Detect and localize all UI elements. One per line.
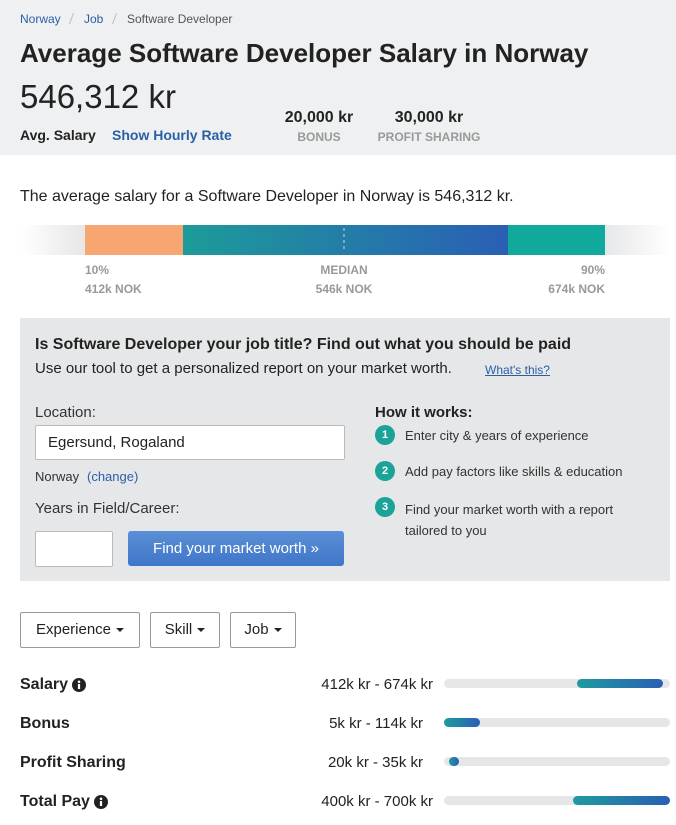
step-number: 2	[375, 461, 395, 481]
breadcrumb-link[interactable]: Norway	[20, 12, 61, 26]
high-segment	[508, 225, 605, 255]
location-input[interactable]: Egersund, Rogaland	[35, 425, 345, 460]
range-track	[444, 796, 670, 805]
submit-button[interactable]: Find your market worth »	[128, 531, 344, 566]
whats-this-link[interactable]: What's this?	[485, 363, 550, 377]
bonus-label: BONUS	[297, 130, 341, 144]
info-icon[interactable]	[94, 795, 108, 809]
pay-range: 5k kr - 114k kr	[329, 715, 423, 732]
step-text: Find your market worth with a report tai…	[405, 502, 614, 538]
bonus-value: 20,000 kr	[284, 109, 354, 126]
how-title: How it works:	[375, 404, 473, 421]
title: Average Software Developer Salary in Nor…	[20, 38, 589, 68]
p90-label: 90%	[580, 263, 605, 277]
step-number: 1	[375, 425, 395, 445]
low-segment	[85, 225, 183, 255]
years-label: Years in Field/Career:	[35, 500, 180, 517]
caret	[273, 628, 282, 633]
profit-label: PROFIT SHARING	[377, 130, 481, 144]
median-value: 546k NOK	[315, 282, 373, 296]
tool-heading: Is Software Developer your job title? Fi…	[35, 336, 572, 353]
filter-label: Job	[244, 621, 269, 638]
tool-subheading: Use our tool to get a personalized repor…	[35, 360, 452, 377]
pay-label: Salary	[20, 676, 69, 693]
header	[0, 0, 676, 155]
range-track	[444, 757, 670, 766]
pay-range: 412k kr - 674k kr	[321, 676, 433, 693]
country: Norway	[35, 469, 80, 484]
pay-range: 400k kr - 700k kr	[321, 793, 433, 810]
salary-label: Avg. Salary	[20, 127, 96, 143]
breadcrumb-link[interactable]: Job	[84, 12, 104, 26]
caret	[197, 628, 206, 633]
info-icon[interactable]	[72, 678, 86, 692]
pay-label: Total Pay	[20, 793, 90, 810]
median-label: MEDIAN	[320, 263, 368, 277]
hourly-link[interactable]: Show Hourly Rate	[112, 127, 232, 143]
years-input[interactable]	[35, 531, 113, 567]
p90-value: 674k NOK	[548, 282, 605, 296]
percentile-bar	[20, 225, 670, 255]
filter-dropdown[interactable]: Experience	[20, 612, 140, 648]
fade	[20, 225, 85, 255]
step-text: Add pay factors like skills & education	[405, 464, 623, 479]
summary: The average salary for a Software Develo…	[20, 188, 514, 205]
step-text: Enter city & years of experience	[405, 428, 589, 443]
mid-segment	[183, 225, 508, 255]
range-track	[444, 718, 670, 727]
change-link[interactable]: (change)	[87, 469, 139, 484]
range-fill	[444, 718, 480, 727]
filter-label: Skill	[164, 621, 193, 638]
pay-label: Profit Sharing	[20, 754, 126, 771]
p10-value: 412k NOK	[85, 282, 142, 296]
pay-label: Bonus	[20, 715, 70, 732]
fade	[605, 225, 670, 255]
salary: 546,312 kr	[20, 78, 176, 115]
range-track	[444, 679, 670, 688]
breadcrumb-current: Software Developer	[127, 12, 233, 26]
filter-label: Experience	[35, 621, 112, 638]
pay-range: 20k kr - 35k kr	[327, 754, 423, 771]
range-fill	[449, 757, 459, 766]
caret	[116, 628, 125, 633]
range-fill	[577, 679, 663, 688]
step-number: 3	[375, 497, 395, 517]
profit-value: 30,000 kr	[394, 109, 464, 126]
location-label: Location:	[35, 404, 96, 421]
range-fill	[573, 796, 670, 805]
p10-label: 10%	[85, 263, 110, 277]
filter-dropdown[interactable]: Skill	[150, 612, 220, 648]
filter-dropdown[interactable]: Job	[230, 612, 296, 648]
